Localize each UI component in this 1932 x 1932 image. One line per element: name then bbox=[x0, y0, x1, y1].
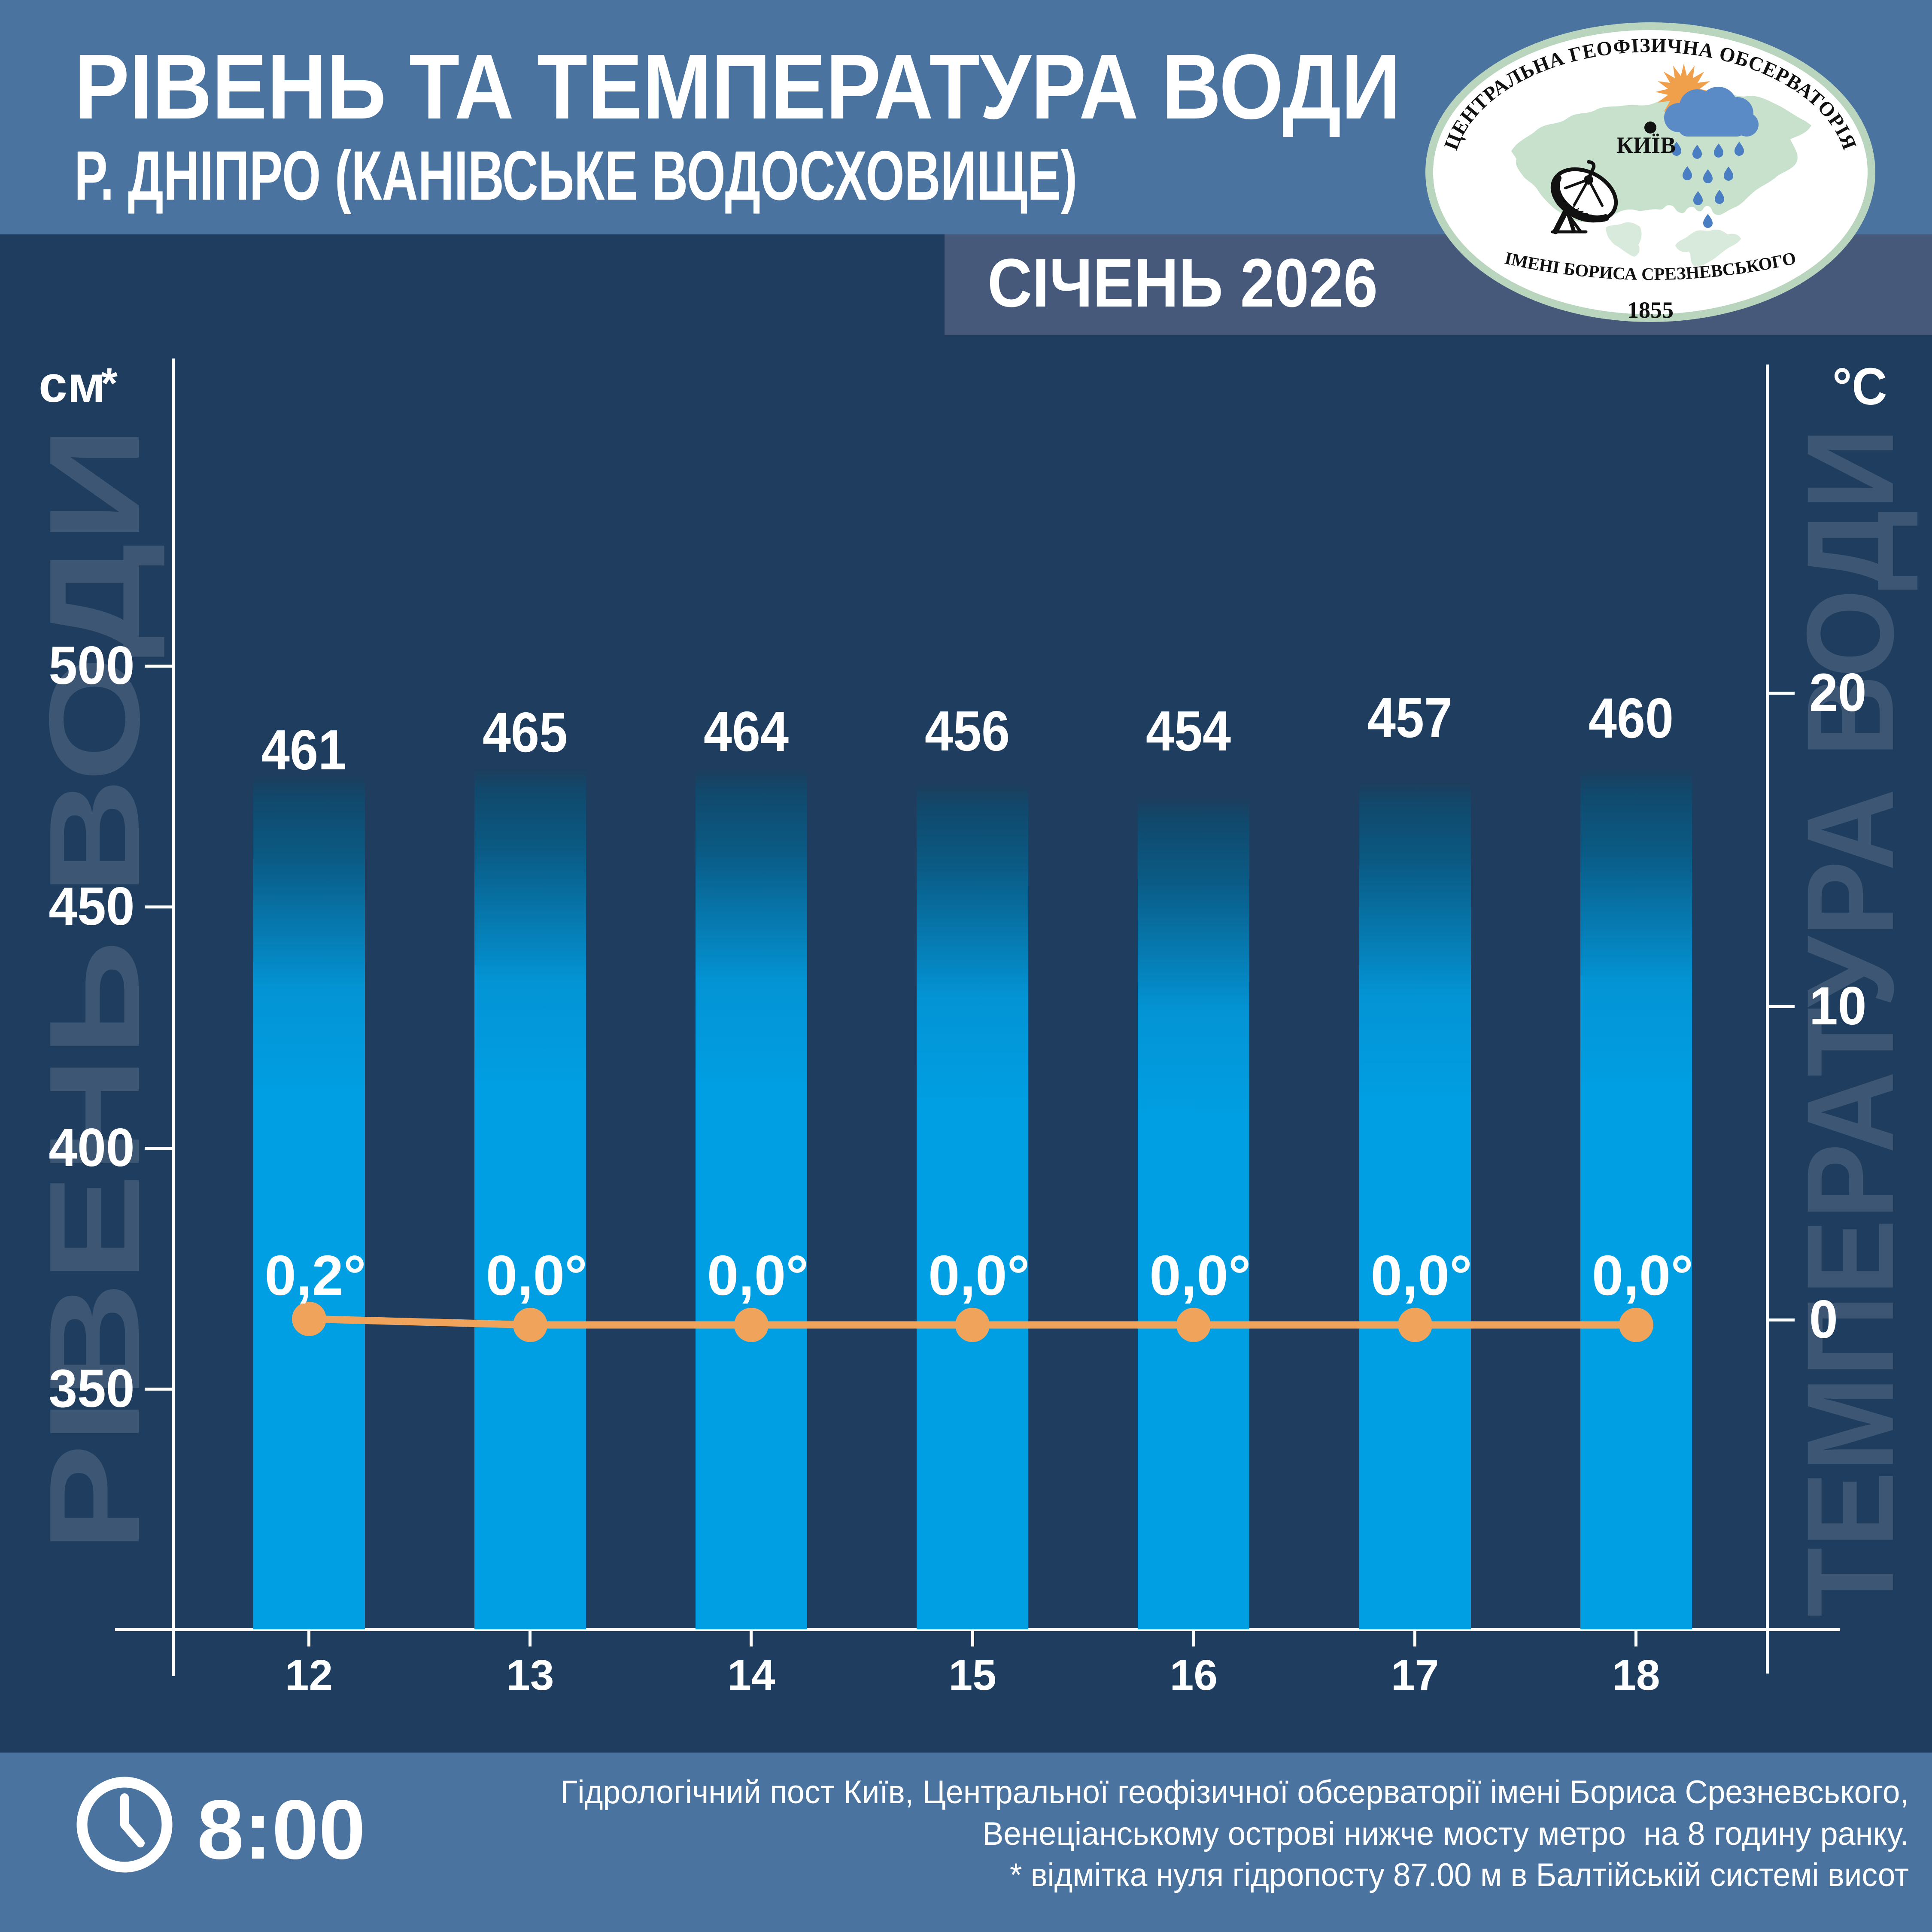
svg-text:1855: 1855 bbox=[1627, 297, 1674, 322]
svg-text:КИЇВ: КИЇВ bbox=[1616, 132, 1676, 158]
